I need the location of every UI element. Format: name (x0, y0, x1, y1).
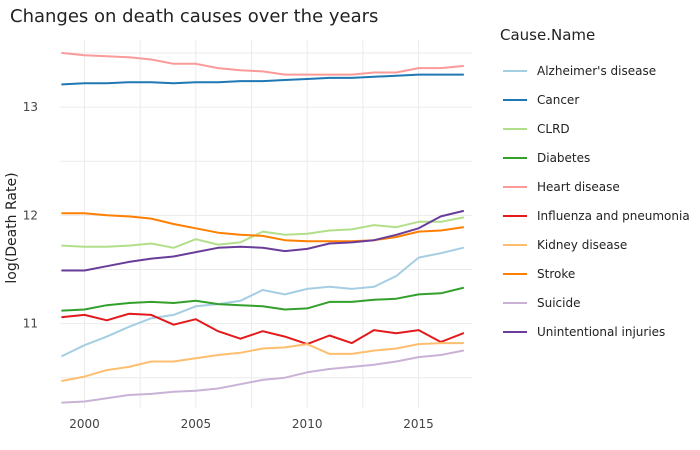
chart-title: Changes on death causes over the years (10, 6, 378, 27)
x-tick-label: 2005 (181, 417, 212, 431)
series-lines (61, 52, 465, 404)
series-line (61, 73, 465, 86)
legend-label: Stroke (537, 267, 575, 281)
legend-label: Influenza and pneumonia (537, 209, 690, 223)
legend-label: Alzheimer's disease (537, 64, 656, 78)
series-line (61, 342, 465, 382)
legend-label: CLRD (537, 122, 570, 136)
series-line (61, 52, 465, 76)
grid (60, 40, 472, 408)
x-tick-label: 2000 (69, 417, 100, 431)
legend-label: Heart disease (537, 180, 620, 194)
legend: Cause.Name Alzheimer's disease Cancer CLRD… (500, 26, 690, 339)
series-line (61, 212, 465, 243)
series-line (61, 216, 465, 249)
y-tick-label: 11 (23, 317, 38, 331)
series-line (61, 286, 465, 312)
x-tick-label: 2010 (292, 417, 323, 431)
legend-label: Kidney disease (537, 238, 627, 252)
legend-title: Cause.Name (500, 26, 595, 44)
y-axis-title: log(Death Rate) (4, 172, 20, 283)
series-line (61, 349, 465, 404)
series-line (61, 246, 465, 357)
legend-label: Suicide (537, 296, 581, 310)
x-tick-label: 2015 (403, 417, 434, 431)
axis-ticks: 2000 2005 2010 2015 11 12 13 (23, 100, 434, 431)
legend-label: Diabetes (537, 151, 590, 165)
series-line (61, 210, 465, 272)
legend-label: Cancer (537, 93, 579, 107)
series-line (61, 312, 465, 346)
y-tick-label: 12 (23, 208, 38, 222)
legend-label: Unintentional injuries (537, 325, 665, 339)
y-tick-label: 13 (23, 100, 38, 114)
